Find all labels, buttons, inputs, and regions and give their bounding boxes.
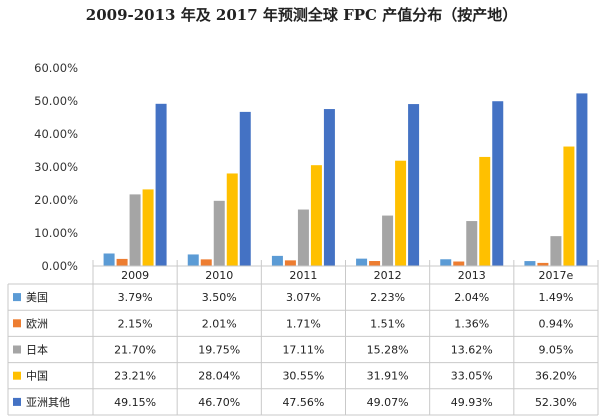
chart-title: 2009-2013 年及 2017 年预测全球 FPC 产值分布（按产地） — [85, 6, 518, 24]
legend-key — [13, 397, 21, 406]
bar-2009-series-2 — [129, 194, 141, 266]
data-label: 47.56% — [282, 396, 324, 409]
data-label: 49.93% — [451, 396, 493, 409]
y-tick-label: 50.00% — [34, 94, 78, 108]
data-label: 15.28% — [367, 344, 409, 357]
data-label: 1.71% — [286, 317, 321, 330]
bar-2017e-series-4 — [576, 93, 588, 266]
bar-2010-series-3 — [226, 173, 238, 266]
data-label: 3.50% — [202, 291, 237, 304]
series-name: 欧洲 — [26, 317, 48, 330]
bar-2017e-series-1 — [537, 262, 549, 266]
y-tick-label: 60.00% — [34, 61, 78, 75]
bar-2011-series-3 — [310, 165, 322, 266]
y-tick-label: 40.00% — [34, 127, 78, 141]
data-label: 19.75% — [198, 344, 240, 357]
bar-2012-series-1 — [369, 261, 381, 266]
bar-2012-series-0 — [356, 258, 368, 266]
bar-2013-series-1 — [453, 261, 465, 266]
bar-2017e-series-3 — [563, 146, 575, 266]
data-label: 46.70% — [198, 396, 240, 409]
data-label: 13.62% — [451, 344, 493, 357]
data-label: 2.04% — [454, 291, 489, 304]
legend-key — [13, 345, 21, 354]
data-label: 28.04% — [198, 370, 240, 383]
bar-2013-series-4 — [492, 101, 504, 266]
y-tick-label: 10.00% — [34, 226, 78, 240]
legend-key — [13, 293, 21, 302]
bar-2011-series-4 — [323, 109, 335, 266]
bar-2010-series-0 — [187, 254, 199, 266]
data-label: 9.05% — [538, 344, 573, 357]
bar-2013-series-2 — [466, 221, 478, 266]
data-label: 3.79% — [118, 291, 153, 304]
bar-2017e-series-0 — [524, 261, 536, 266]
data-label: 2.01% — [202, 317, 237, 330]
category-label: 2010 — [205, 269, 233, 282]
bar-2017e-series-2 — [550, 236, 562, 266]
data-label: 49.15% — [114, 396, 156, 409]
data-label: 1.51% — [370, 317, 405, 330]
data-label: 52.30% — [535, 396, 577, 409]
bar-2013-series-0 — [440, 259, 452, 266]
data-label: 30.55% — [282, 370, 324, 383]
category-label: 2009 — [121, 269, 149, 282]
data-label: 2.15% — [118, 317, 153, 330]
legend-key — [13, 371, 21, 380]
category-label: 2012 — [374, 269, 402, 282]
data-label: 2.23% — [370, 291, 405, 304]
bar-2009-series-1 — [116, 258, 128, 266]
bar-2010-series-2 — [213, 200, 225, 266]
legend-key — [13, 319, 21, 328]
data-label: 3.07% — [286, 291, 321, 304]
data-label: 1.36% — [454, 317, 489, 330]
data-label: 1.49% — [538, 291, 573, 304]
bar-2009-series-4 — [155, 103, 167, 267]
bar-2012-series-2 — [382, 215, 394, 266]
series-name: 亚洲其他 — [26, 396, 70, 409]
data-label: 17.11% — [282, 344, 324, 357]
data-label: 31.91% — [367, 370, 409, 383]
series-name: 中国 — [26, 370, 48, 383]
bar-2012-series-3 — [395, 160, 407, 266]
y-tick-label: 30.00% — [34, 160, 78, 174]
bar-2010-series-1 — [200, 259, 212, 266]
category-label: 2011 — [289, 269, 317, 282]
data-label: 23.21% — [114, 370, 156, 383]
category-label: 2013 — [458, 269, 486, 282]
series-name: 美国 — [26, 291, 48, 304]
series-name: 日本 — [26, 343, 48, 357]
bar-2009-series-3 — [142, 189, 154, 266]
data-label: 33.05% — [451, 370, 493, 383]
bar-2012-series-4 — [408, 104, 420, 266]
category-label: 2017e — [539, 269, 574, 282]
data-label: 49.07% — [367, 396, 409, 409]
y-tick-label: 20.00% — [34, 193, 78, 207]
bar-2010-series-4 — [239, 111, 251, 266]
bar-2011-series-2 — [297, 209, 309, 266]
y-tick-label: 0.00% — [41, 259, 78, 273]
data-label: 36.20% — [535, 370, 577, 383]
bar-2009-series-0 — [103, 253, 115, 266]
data-label: 21.70% — [114, 344, 156, 357]
bar-2011-series-0 — [271, 255, 283, 266]
data-label: 0.94% — [538, 317, 573, 330]
bar-2011-series-1 — [284, 260, 296, 266]
bar-2013-series-3 — [479, 156, 491, 266]
